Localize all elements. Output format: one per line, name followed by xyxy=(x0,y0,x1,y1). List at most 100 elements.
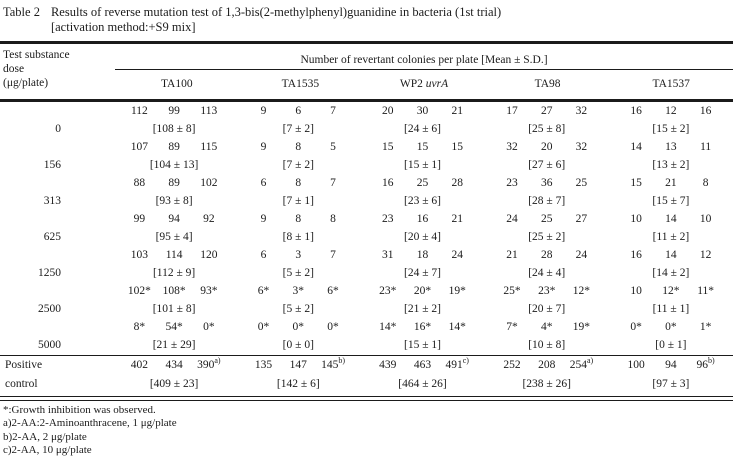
plate-values: 100 94 96b) xyxy=(619,356,723,375)
plate-values: 6* 3* 6* xyxy=(246,282,350,300)
colony-count: 254a) xyxy=(569,356,594,371)
plate-values: 107 89 115 xyxy=(122,138,226,156)
dose-label-156: 156 xyxy=(0,138,112,174)
footnote-a: a)2-AA:2-Aminoanthracene, 1 μg/plate xyxy=(3,417,177,429)
cell-1250-ta98: 21 28 24 [24 ± 4] xyxy=(485,246,609,282)
cell-1250-ta1535: 6 3 7 [5 ± 2] xyxy=(236,246,360,282)
cell-313-ta98: 23 36 25 [28 ± 7] xyxy=(485,174,609,210)
colony-count: 7 xyxy=(330,104,336,117)
colony-count: 14* xyxy=(448,320,466,333)
cell-2500-wp2-uvra: 23* 20* 19* [21 ± 2] xyxy=(360,282,484,318)
colony-count: 439 xyxy=(379,359,397,371)
plate-values: 21 28 24 xyxy=(495,246,599,264)
plate-values: 14* 16* 14* xyxy=(370,318,474,336)
colony-count: 0* xyxy=(327,320,339,333)
dose-label-2500: 2500 xyxy=(0,282,112,318)
cell-5000-ta98: 7* 4* 19* [10 ± 8] xyxy=(485,318,609,354)
dose-line: 2500 xyxy=(38,302,61,315)
plate-values: 16 25 28 xyxy=(370,174,474,192)
dose-line: control xyxy=(5,378,38,390)
mean-sd: [97 ± 3] xyxy=(652,378,690,390)
strain-header-ta1537: TA1537 xyxy=(652,78,690,90)
cell-1250-ta1537: 16 14 12 [14 ± 2] xyxy=(609,246,733,282)
colony-count: 7 xyxy=(330,176,336,189)
colony-count: 12* xyxy=(662,284,680,297)
plate-values: 10 12* 11* xyxy=(619,282,723,300)
colony-count: 88 xyxy=(133,176,146,189)
table-title: Results of reverse mutation test of 1,3-… xyxy=(50,5,502,19)
colony-count: 9 xyxy=(260,212,267,225)
colony-count: 6 xyxy=(260,176,267,189)
colony-count: 12* xyxy=(572,284,591,297)
dose-label-5000: 5000 xyxy=(0,318,112,354)
plate-values: 25* 23* 12* xyxy=(495,282,599,300)
plate-values: 102* 108* 93* xyxy=(122,282,226,300)
cell-625-ta1537: 10 14 10 [11 ± 2] xyxy=(609,210,733,246)
dose-label-625: 625 xyxy=(0,210,112,246)
colony-count: 16* xyxy=(413,320,432,333)
mean-sd: [21 ± 29] xyxy=(152,338,196,351)
colony-count: 208 xyxy=(538,359,556,371)
colony-count: 9 xyxy=(260,140,267,153)
dose-header-line-3: (μg/plate) xyxy=(3,76,49,89)
mean-sd: [23 ± 6] xyxy=(404,194,441,207)
colony-count: 93* xyxy=(200,284,218,297)
footnote-growth-inhibition: *:Growth inhibition was observed. xyxy=(3,403,156,416)
colony-count: 27 xyxy=(575,212,588,225)
dose-label-0: 0 xyxy=(0,102,112,138)
mean-sd: [27 ± 6] xyxy=(528,158,566,171)
top-rule xyxy=(0,41,733,44)
colony-count: 8 xyxy=(330,212,336,225)
cell-0-ta1537: 16 12 16 [15 ± 2] xyxy=(609,102,733,138)
dose-line xyxy=(3,138,61,156)
colony-count: 14* xyxy=(379,320,397,333)
colony-count: 6 xyxy=(295,104,302,117)
plate-values: 112 99 113 xyxy=(122,102,226,120)
mean-sd: [15 ± 1] xyxy=(404,158,441,171)
colony-count: 20 xyxy=(540,140,553,153)
plate-values: 16 12 16 xyxy=(619,102,723,120)
plate-values: 31 18 24 xyxy=(370,246,474,264)
plate-values: 16 14 12 xyxy=(619,246,723,264)
colony-count: 1* xyxy=(699,320,712,333)
colony-count: 28 xyxy=(540,248,553,261)
plate-values: 17 27 32 xyxy=(495,102,599,120)
colony-count: 7* xyxy=(506,320,518,333)
colony-count: 20 xyxy=(382,104,394,117)
plate-values: 135 147 145b) xyxy=(246,356,350,375)
mean-sd: [15 ± 7] xyxy=(652,194,690,207)
cell-2500-ta1535: 6* 3* 6* [5 ± 2] xyxy=(236,282,360,318)
colony-count: 25 xyxy=(540,212,553,225)
cell-2500-ta1537: 10 12* 11* [11 ± 1] xyxy=(609,282,733,318)
colony-count: 102 xyxy=(200,176,218,189)
colony-count: 4* xyxy=(540,320,553,333)
mean-sd: [20 ± 7] xyxy=(528,302,566,315)
cell-625-ta98: 24 25 27 [25 ± 2] xyxy=(485,210,609,246)
footnote-c: c)2-AA, 10 μg/plate xyxy=(3,444,92,456)
table-row-313: 313 88 89 102 [93 ± 8] 6 8 7 [7 ± 1] 16 25 28 [23 ± … xyxy=(0,174,733,210)
plate-values: 8* 54* 0* xyxy=(122,318,226,336)
colony-count: 13 xyxy=(665,140,677,153)
colony-count: 6* xyxy=(257,284,270,297)
plate-values: 9 8 5 xyxy=(246,138,350,156)
plate-values: 0* 0* 0* xyxy=(246,318,350,336)
strain-header-ta98: TA98 xyxy=(534,78,561,90)
colony-count: 8 xyxy=(295,212,302,225)
colony-count: 24 xyxy=(575,248,588,261)
colony-count: 27 xyxy=(540,104,553,117)
cell-positive-control-ta1537: 100 94 96b) [97 ± 3] xyxy=(609,356,733,394)
mean-sd: [11 ± 2] xyxy=(652,230,690,243)
cell-positive-control-ta100: 402 434 390a) [409 ± 23] xyxy=(112,356,236,394)
mean-sd: [0 ± 1] xyxy=(655,338,687,351)
colony-count: 23* xyxy=(379,284,397,297)
mean-sd: [14 ± 2] xyxy=(652,266,690,279)
plate-values: 24 25 27 xyxy=(495,210,599,228)
mean-sd: [7 ± 2] xyxy=(282,122,314,135)
dose-label-positive-control: Positive control xyxy=(0,356,112,394)
colony-count: 5 xyxy=(330,140,336,153)
colony-count: 115 xyxy=(200,140,218,153)
colony-count: 6 xyxy=(260,248,267,261)
colony-count: 31 xyxy=(382,248,394,261)
plate-values: 439 463 491c) xyxy=(370,356,474,375)
colony-count: 25 xyxy=(416,176,429,189)
